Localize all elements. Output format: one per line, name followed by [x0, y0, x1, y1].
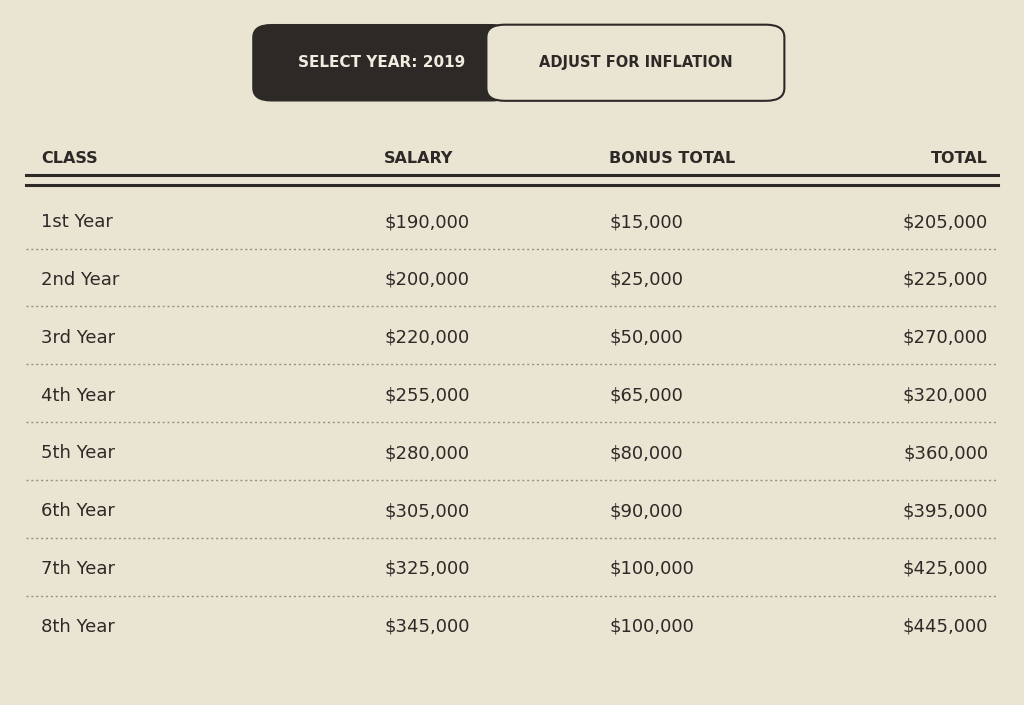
Text: $255,000: $255,000	[384, 386, 469, 405]
Text: $100,000: $100,000	[609, 618, 694, 636]
Text: $25,000: $25,000	[609, 271, 683, 289]
Text: $280,000: $280,000	[384, 444, 469, 462]
Text: 3rd Year: 3rd Year	[41, 329, 115, 347]
Text: BONUS TOTAL: BONUS TOTAL	[609, 151, 735, 166]
Text: 1st Year: 1st Year	[41, 213, 113, 231]
Text: $360,000: $360,000	[903, 444, 988, 462]
Text: $15,000: $15,000	[609, 213, 683, 231]
Text: $220,000: $220,000	[384, 329, 469, 347]
Text: $270,000: $270,000	[903, 329, 988, 347]
Text: 4th Year: 4th Year	[41, 386, 115, 405]
Text: $325,000: $325,000	[384, 560, 469, 578]
Text: $345,000: $345,000	[384, 618, 469, 636]
Text: SELECT YEAR: 2019: SELECT YEAR: 2019	[298, 55, 465, 70]
Text: ADJUST FOR INFLATION: ADJUST FOR INFLATION	[539, 55, 732, 70]
FancyBboxPatch shape	[253, 25, 510, 101]
Text: $445,000: $445,000	[903, 618, 988, 636]
Text: CLASS: CLASS	[41, 151, 97, 166]
Text: $205,000: $205,000	[903, 213, 988, 231]
Text: TOTAL: TOTAL	[931, 151, 988, 166]
Text: $65,000: $65,000	[609, 386, 683, 405]
Text: $80,000: $80,000	[609, 444, 683, 462]
Text: 2nd Year: 2nd Year	[41, 271, 120, 289]
Text: 5th Year: 5th Year	[41, 444, 115, 462]
Text: $305,000: $305,000	[384, 502, 469, 520]
Text: $395,000: $395,000	[903, 502, 988, 520]
Text: $200,000: $200,000	[384, 271, 469, 289]
Text: $190,000: $190,000	[384, 213, 469, 231]
Text: $50,000: $50,000	[609, 329, 683, 347]
Text: $320,000: $320,000	[903, 386, 988, 405]
Text: 7th Year: 7th Year	[41, 560, 115, 578]
Text: $90,000: $90,000	[609, 502, 683, 520]
FancyBboxPatch shape	[486, 25, 784, 101]
Text: 8th Year: 8th Year	[41, 618, 115, 636]
Text: $225,000: $225,000	[903, 271, 988, 289]
Text: 6th Year: 6th Year	[41, 502, 115, 520]
Text: SALARY: SALARY	[384, 151, 454, 166]
Text: $100,000: $100,000	[609, 560, 694, 578]
Text: $425,000: $425,000	[903, 560, 988, 578]
